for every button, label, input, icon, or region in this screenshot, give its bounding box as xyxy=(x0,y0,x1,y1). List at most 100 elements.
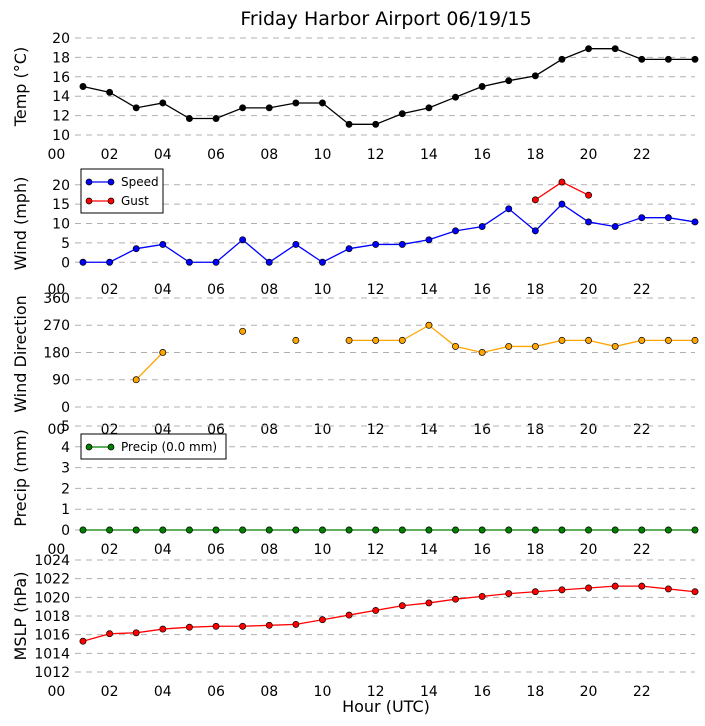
wdir-ytick-label: 0 xyxy=(61,400,70,416)
wdir-xtick-label: 16 xyxy=(473,422,491,438)
wind-data-point xyxy=(452,227,459,235)
temp-data-point xyxy=(452,93,459,101)
mslp-ytick-label: 1012 xyxy=(34,665,70,681)
wind-xtick-label: 02 xyxy=(101,282,119,298)
wdir-data-point xyxy=(664,336,672,344)
temp-ytick-label: 10 xyxy=(52,128,70,144)
wind-xtick-label: 06 xyxy=(207,282,225,298)
wind-xtick-label: 08 xyxy=(260,282,278,298)
wdir-ytick-label: 360 xyxy=(43,291,70,307)
mslp-data-point xyxy=(478,592,486,600)
precip-y-axis-label: Precip (mm) xyxy=(11,429,30,527)
temp-ytick-label: 16 xyxy=(52,70,70,86)
precip-series-precip-0-0-mm- xyxy=(79,526,699,534)
wind-data-point xyxy=(425,236,433,244)
precip-data-point xyxy=(452,526,459,534)
temp-data-point xyxy=(558,55,566,63)
precip-data-point xyxy=(159,526,167,534)
wdir-series-line xyxy=(349,324,695,354)
precip-xtick-label: 12 xyxy=(367,542,385,558)
precip-data-point xyxy=(558,526,566,534)
mslp-data-point xyxy=(185,623,193,631)
precip-data-point xyxy=(292,526,300,534)
wdir-xtick-label: 00 xyxy=(47,422,65,438)
temp-xtick-label: 00 xyxy=(47,147,65,163)
precip-data-point xyxy=(372,526,380,534)
temp-data-point xyxy=(505,77,513,85)
mslp-series-line xyxy=(82,585,696,642)
temp-data-point xyxy=(159,99,167,107)
mslp-data-point xyxy=(239,622,247,630)
temp-data-point xyxy=(664,55,672,63)
precip-xtick-label: 20 xyxy=(580,542,598,558)
mslp-y-axis-label: MSLP (hPa) xyxy=(11,572,30,661)
wdir-data-point xyxy=(345,336,353,344)
mslp-ytick-label: 1022 xyxy=(34,572,70,588)
mslp-data-point xyxy=(691,588,699,596)
wdir-xtick-label: 08 xyxy=(260,422,278,438)
wind-data-point xyxy=(265,258,273,266)
mslp-data-point xyxy=(319,616,326,624)
mslp-xtick-label: 00 xyxy=(47,684,65,700)
mslp-data-point xyxy=(505,590,513,598)
precip-data-point xyxy=(478,526,486,534)
precip-data-point xyxy=(132,526,140,534)
mslp-data-point xyxy=(132,629,140,637)
precip-data-point xyxy=(79,526,87,534)
wind-data-point xyxy=(505,205,513,213)
temp-data-point xyxy=(425,104,433,112)
mslp-data-point xyxy=(212,622,220,630)
mslp-ytick-label: 1024 xyxy=(34,553,70,569)
mslp-xtick-label: 20 xyxy=(580,684,598,700)
temp-data-point xyxy=(398,110,406,118)
temp-xtick-label: 16 xyxy=(473,147,491,163)
wdir-data-point xyxy=(425,321,433,329)
wdir-data-point xyxy=(585,336,593,344)
precip-legend-marker xyxy=(107,443,115,451)
precip-legend-label: Precip (0.0 mm) xyxy=(121,440,217,454)
precip-ytick-label: 2 xyxy=(61,481,70,497)
precip-data-point xyxy=(664,526,672,534)
wind-data-point xyxy=(79,258,87,266)
precip-data-point xyxy=(611,526,619,534)
temp-y-axis-label: Temp (°C) xyxy=(11,47,30,127)
mslp-data-point xyxy=(398,602,406,610)
wind-data-point xyxy=(585,218,593,226)
panel-wind: 0 5 10 15 20 00 02 04 06 08 10 12 14 16 18 20 22 Wind (mp… xyxy=(11,168,699,298)
temp-data-point xyxy=(638,55,646,63)
temp-ytick-label: 14 xyxy=(52,89,70,105)
wdir-data-point xyxy=(638,336,646,344)
precip-xtick-label: 16 xyxy=(473,542,491,558)
wind-xtick-label: 16 xyxy=(473,282,491,298)
temp-ytick-label: 20 xyxy=(52,31,70,47)
wind-xtick-label: 22 xyxy=(633,282,651,298)
temp-series-line xyxy=(82,48,695,125)
wind-ytick-label: 20 xyxy=(52,178,70,194)
wdir-xtick-label: 18 xyxy=(526,422,544,438)
precip-data-point xyxy=(585,526,593,534)
temp-data-point xyxy=(345,120,353,128)
temp-data-point xyxy=(212,115,220,122)
wind-data-point xyxy=(664,214,672,222)
mslp-data-point xyxy=(292,620,300,628)
mslp-data-point xyxy=(452,595,459,603)
mslp-xtick-label: 06 xyxy=(207,684,225,700)
precip-data-point xyxy=(106,526,114,534)
mslp-ytick-label: 1016 xyxy=(34,628,70,644)
precip-data-point xyxy=(638,526,646,534)
wdir-xtick-label: 14 xyxy=(420,422,438,438)
mslp-ytick-label: 1020 xyxy=(34,590,70,606)
temp-xtick-label: 18 xyxy=(526,147,544,163)
mslp-data-point xyxy=(558,586,566,594)
temp-ytick-label: 12 xyxy=(52,109,70,125)
wind-data-point xyxy=(478,223,486,231)
wind-data-point xyxy=(398,240,406,248)
wdir-xtick-label: 12 xyxy=(367,422,385,438)
precip-ytick-label: 1 xyxy=(61,502,70,518)
mslp-data-point xyxy=(585,584,593,592)
wind-legend-label: Speed xyxy=(121,175,159,189)
wind-legend-marker xyxy=(85,197,93,205)
mslp-xtick-label: 16 xyxy=(473,684,491,700)
